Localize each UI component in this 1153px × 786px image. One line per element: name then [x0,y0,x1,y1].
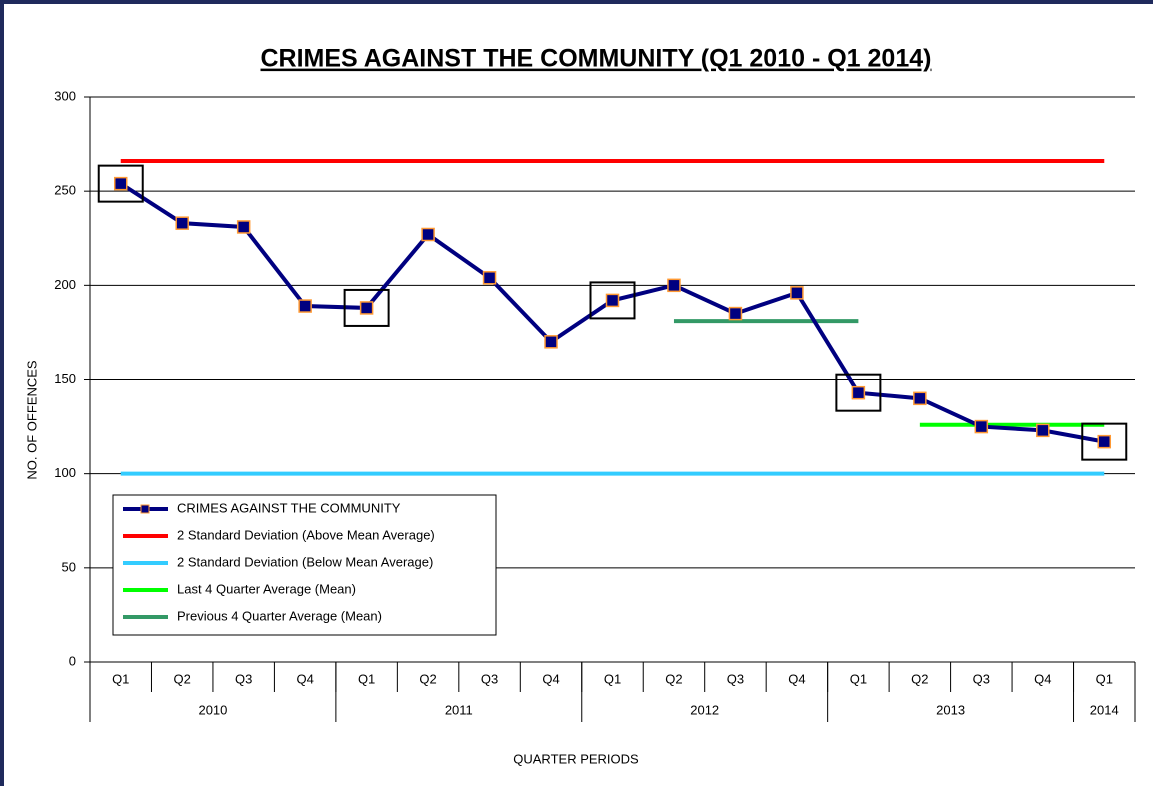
marker [113,176,128,191]
highlight-box [589,281,636,320]
y-tick-label: 150 [54,371,76,386]
highlight-box [835,373,882,412]
marker [1097,434,1112,449]
marker [175,216,189,230]
marker [482,271,497,285]
marker [851,385,866,400]
y-tick-label: 50 [62,559,76,574]
x-tick-label: Q1 [358,671,375,686]
x-tick-label: Q1 [112,671,129,686]
x-tick-label: Q2 [419,671,436,686]
marker [298,299,312,313]
marker [974,419,989,434]
x-tick-label: Q4 [788,671,805,686]
legend-label: Previous 4 Quarter Average (Mean) [177,608,382,623]
x-group-label: 2012 [690,702,719,717]
marker [605,293,620,308]
x-tick-label: Q3 [481,671,498,686]
y-tick-label: 0 [69,653,76,668]
x-group-label: 2010 [198,702,227,717]
marker [728,306,743,321]
x-tick-label: Q2 [911,671,928,686]
x-tick-label: Q4 [542,671,559,686]
x-tick-label: Q2 [174,671,191,686]
marker [790,286,804,300]
marker [1036,423,1050,438]
marker [236,220,251,234]
y-axis-label: NO. OF OFFENCES [24,360,39,480]
x-tick-label: Q1 [850,671,867,686]
x-tick-label: Q3 [235,671,252,686]
marker [544,335,558,349]
highlight-box [1081,422,1128,461]
y-tick-label: 300 [54,88,76,103]
legend-label: CRIMES AGAINST THE COMMUNITY [177,500,401,515]
legend [112,494,497,636]
marker [421,227,435,242]
marker [667,278,681,293]
legend-label: 2 Standard Deviation (Above Mean Average… [177,527,435,542]
x-tick-label: Q1 [1096,671,1113,686]
x-tick-label: Q2 [665,671,682,686]
marker [359,301,374,315]
x-axis-label: QUARTER PERIODS [513,751,639,766]
marker [913,391,927,406]
x-tick-label: Q4 [296,671,313,686]
x-tick-label: Q3 [727,671,744,686]
chart-title: CRIMES AGAINST THE COMMUNITY (Q1 2010 - … [261,45,932,73]
legend-label: Last 4 Quarter Average (Mean) [177,581,356,596]
x-group-label: 2014 [1090,702,1119,717]
highlight-box [97,164,144,203]
y-tick-label: 200 [54,277,76,292]
x-group-label: 2013 [936,702,965,717]
x-tick-label: Q3 [973,671,990,686]
x-group-label: 2011 [445,702,473,717]
legend-label: 2 Standard Deviation (Below Mean Average… [177,554,433,569]
y-tick-label: 100 [54,465,76,480]
legend-marker [140,504,150,514]
x-tick-label: Q1 [604,671,621,686]
y-tick-label: 250 [54,183,76,198]
highlight-box [343,288,390,327]
x-tick-label: Q4 [1034,671,1051,686]
